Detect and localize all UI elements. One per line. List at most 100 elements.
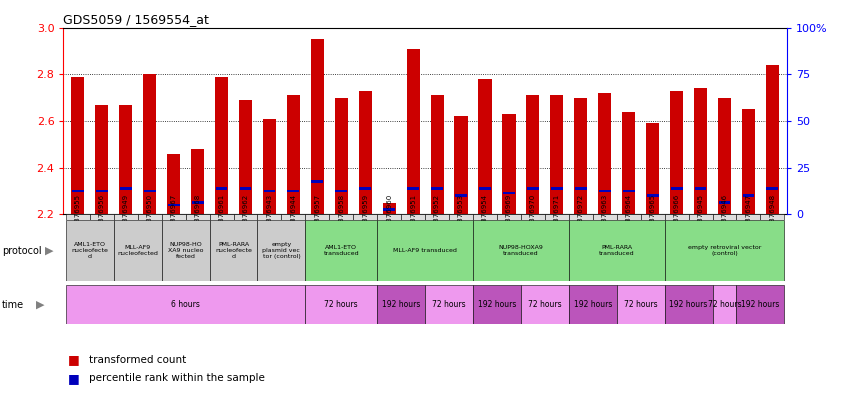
Text: empty retroviral vector
(control): empty retroviral vector (control) (688, 245, 761, 256)
Bar (192, 201, 204, 204)
Bar (503, 192, 515, 195)
Bar (120, 187, 132, 190)
Bar (305, 285, 377, 324)
Bar (215, 77, 228, 214)
Bar (407, 48, 420, 214)
Text: GDS5059 / 1569554_at: GDS5059 / 1569554_at (63, 13, 209, 26)
Bar (665, 214, 689, 220)
Text: GSM1376971: GSM1376971 (554, 193, 560, 241)
Bar (138, 214, 162, 220)
Bar (167, 154, 180, 214)
Bar (233, 214, 257, 220)
Text: GSM1376957: GSM1376957 (315, 194, 321, 241)
Bar (766, 187, 778, 190)
Bar (310, 39, 324, 214)
Bar (162, 220, 210, 281)
Bar (478, 79, 492, 214)
Bar (96, 190, 107, 192)
Bar (646, 123, 659, 214)
Bar (263, 190, 275, 192)
Bar (144, 190, 156, 192)
Bar (185, 214, 210, 220)
Text: 72 hours: 72 hours (528, 300, 562, 309)
Bar (287, 95, 300, 214)
Bar (425, 214, 449, 220)
Bar (66, 220, 113, 281)
Bar (282, 214, 305, 220)
Text: GSM1376969: GSM1376969 (506, 193, 512, 241)
Bar (66, 214, 90, 220)
Bar (718, 97, 731, 214)
Text: GSM1376966: GSM1376966 (673, 193, 679, 241)
Bar (640, 214, 665, 220)
Bar (527, 187, 539, 190)
Bar (354, 214, 377, 220)
Text: PML-RARA
transduced: PML-RARA transduced (599, 245, 634, 256)
Bar (737, 214, 761, 220)
Text: 192 hours: 192 hours (478, 300, 516, 309)
Bar (305, 220, 377, 281)
Text: GSM1376958: GSM1376958 (338, 194, 344, 241)
Text: GSM1376947: GSM1376947 (745, 194, 751, 241)
Bar (670, 90, 684, 214)
Bar (545, 214, 569, 220)
Bar (646, 195, 658, 196)
Bar (569, 220, 665, 281)
Bar (113, 214, 138, 220)
Text: 72 hours: 72 hours (624, 300, 657, 309)
Bar (210, 220, 257, 281)
Text: GSM1376955: GSM1376955 (74, 194, 81, 241)
Bar (761, 214, 784, 220)
Text: GSM1376959: GSM1376959 (362, 194, 368, 241)
Bar (401, 214, 425, 220)
Bar (72, 190, 84, 192)
Bar (718, 201, 730, 204)
Bar (90, 214, 113, 220)
Bar (455, 195, 467, 196)
Bar (526, 95, 540, 214)
Bar (712, 285, 737, 324)
Text: GSM1376944: GSM1376944 (290, 194, 296, 241)
Text: ▶: ▶ (45, 246, 53, 255)
Text: GSM1376952: GSM1376952 (434, 194, 440, 241)
Text: NUP98-HOXA9
transduced: NUP98-HOXA9 transduced (498, 245, 543, 256)
Text: GSM1376954: GSM1376954 (482, 194, 488, 241)
Bar (689, 214, 712, 220)
Bar (257, 220, 305, 281)
Text: GSM1376972: GSM1376972 (578, 194, 584, 241)
Text: GSM1376970: GSM1376970 (530, 193, 536, 241)
Text: 72 hours: 72 hours (708, 300, 741, 309)
Text: MLL-AF9
nucleofected: MLL-AF9 nucleofected (118, 245, 158, 256)
Text: GSM1376960: GSM1376960 (386, 193, 393, 241)
Bar (239, 187, 251, 190)
Bar (617, 285, 665, 324)
Bar (449, 214, 473, 220)
Bar (665, 285, 712, 324)
Bar (383, 208, 395, 211)
Bar (239, 100, 252, 214)
Text: GSM1376950: GSM1376950 (146, 194, 152, 241)
Bar (431, 95, 443, 214)
Bar (473, 214, 497, 220)
Text: 192 hours: 192 hours (574, 300, 612, 309)
Bar (695, 187, 706, 190)
Text: 192 hours: 192 hours (741, 300, 780, 309)
Text: ■: ■ (68, 353, 80, 366)
Text: empty
plasmid vec
tor (control): empty plasmid vec tor (control) (262, 242, 300, 259)
Bar (497, 214, 521, 220)
Bar (305, 214, 329, 220)
Text: GSM1376964: GSM1376964 (626, 194, 632, 241)
Bar (168, 204, 179, 206)
Bar (671, 187, 683, 190)
Bar (712, 214, 737, 220)
Text: GSM1376968: GSM1376968 (195, 193, 201, 241)
Text: GSM1376951: GSM1376951 (410, 194, 416, 241)
Text: GSM1376963: GSM1376963 (602, 193, 607, 241)
Bar (574, 97, 587, 214)
Bar (598, 93, 612, 214)
Bar (569, 285, 617, 324)
Text: AML1-ETO
transduced: AML1-ETO transduced (323, 245, 359, 256)
Text: 6 hours: 6 hours (171, 300, 200, 309)
Bar (743, 195, 755, 196)
Text: ■: ■ (68, 371, 80, 385)
